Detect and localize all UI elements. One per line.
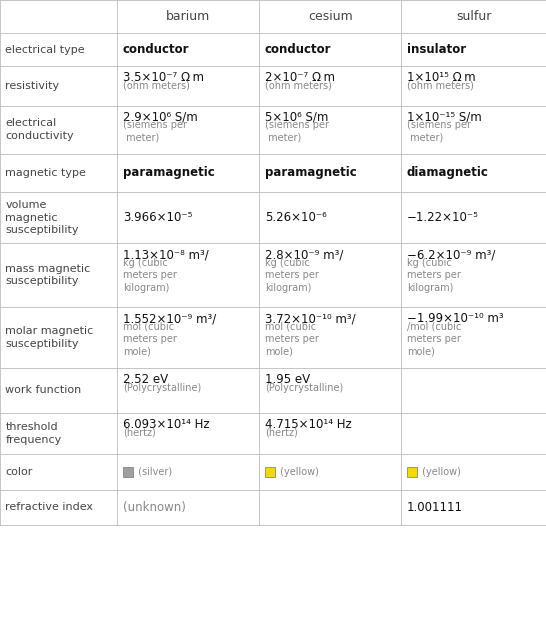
Text: −1.99×10⁻¹⁰ m³: −1.99×10⁻¹⁰ m³ (407, 312, 503, 325)
Text: magnetic type: magnetic type (5, 168, 86, 178)
Text: 2.9×10⁶ S/m: 2.9×10⁶ S/m (123, 111, 198, 124)
Text: (yellow): (yellow) (419, 467, 461, 477)
Text: (silver): (silver) (135, 467, 173, 477)
Text: 3.72×10⁻¹⁰ m³/: 3.72×10⁻¹⁰ m³/ (265, 312, 355, 325)
Text: kg (cubic
meters per
kilogram): kg (cubic meters per kilogram) (407, 258, 461, 292)
Text: conductor: conductor (123, 43, 189, 56)
Text: kg (cubic
meters per
kilogram): kg (cubic meters per kilogram) (265, 258, 319, 292)
Text: refractive index: refractive index (5, 502, 93, 512)
Text: 4.715×10¹⁴ Hz: 4.715×10¹⁴ Hz (265, 418, 352, 431)
Text: color: color (5, 467, 33, 477)
Bar (265, 467, 275, 477)
Text: mol (cubic
meters per
mole): mol (cubic meters per mole) (123, 322, 177, 356)
Text: work function: work function (5, 385, 82, 396)
Text: volume
magnetic
susceptibility: volume magnetic susceptibility (5, 200, 79, 235)
Text: (yellow): (yellow) (277, 467, 319, 477)
Text: electrical
conductivity: electrical conductivity (5, 118, 74, 141)
Text: −1.22×10⁻⁵: −1.22×10⁻⁵ (407, 211, 479, 224)
Text: (hertz): (hertz) (123, 428, 156, 437)
Text: 6.093×10¹⁴ Hz: 6.093×10¹⁴ Hz (123, 418, 210, 431)
Text: (hertz): (hertz) (265, 428, 298, 437)
Text: mol (cubic
meters per
mole): mol (cubic meters per mole) (265, 322, 319, 356)
Text: −6.2×10⁻⁹ m³/: −6.2×10⁻⁹ m³/ (407, 248, 495, 261)
Text: insulator: insulator (407, 43, 466, 56)
Bar (407, 467, 417, 477)
Text: 1.001111: 1.001111 (407, 500, 463, 514)
Text: (siemens per
 meter): (siemens per meter) (123, 120, 187, 143)
Text: 3.966×10⁻⁵: 3.966×10⁻⁵ (123, 211, 192, 224)
Text: 1.95 eV: 1.95 eV (265, 373, 310, 386)
Text: electrical type: electrical type (5, 45, 85, 54)
Text: diamagnetic: diamagnetic (407, 166, 489, 179)
Text: 5.26×10⁻⁶: 5.26×10⁻⁶ (265, 211, 327, 224)
Text: 2.8×10⁻⁹ m³/: 2.8×10⁻⁹ m³/ (265, 248, 343, 261)
Text: 1×10⁻¹⁵ S/m: 1×10⁻¹⁵ S/m (407, 111, 482, 124)
Text: resistivity: resistivity (5, 81, 60, 91)
Text: 1.552×10⁻⁹ m³/: 1.552×10⁻⁹ m³/ (123, 312, 216, 325)
Text: 1×10¹⁵ Ω m: 1×10¹⁵ Ω m (407, 71, 476, 84)
Text: barium: barium (166, 10, 211, 23)
Text: 2.52 eV: 2.52 eV (123, 373, 168, 386)
Text: 5×10⁶ S/m: 5×10⁶ S/m (265, 111, 328, 124)
Text: (ohm meters): (ohm meters) (407, 81, 473, 90)
Text: paramagnetic: paramagnetic (123, 166, 215, 179)
Text: paramagnetic: paramagnetic (265, 166, 357, 179)
Text: (ohm meters): (ohm meters) (265, 81, 331, 90)
Text: (ohm meters): (ohm meters) (123, 81, 189, 90)
Text: /mol (cubic
meters per
mole): /mol (cubic meters per mole) (407, 322, 461, 356)
Text: (unknown): (unknown) (123, 500, 186, 514)
Text: (siemens per
 meter): (siemens per meter) (265, 120, 329, 143)
Text: conductor: conductor (265, 43, 331, 56)
Text: (Polycrystalline): (Polycrystalline) (123, 383, 201, 392)
Text: molar magnetic
susceptibility: molar magnetic susceptibility (5, 326, 94, 349)
Text: mass magnetic
susceptibility: mass magnetic susceptibility (5, 264, 91, 286)
Text: cesium: cesium (308, 10, 353, 23)
Text: (siemens per
 meter): (siemens per meter) (407, 120, 471, 143)
Text: threshold
frequency: threshold frequency (5, 422, 62, 445)
Bar (123, 467, 133, 477)
Text: sulfur: sulfur (456, 10, 491, 23)
Text: 2×10⁻⁷ Ω m: 2×10⁻⁷ Ω m (265, 71, 335, 84)
Text: (Polycrystalline): (Polycrystalline) (265, 383, 343, 392)
Text: 1.13×10⁻⁸ m³/: 1.13×10⁻⁸ m³/ (123, 248, 209, 261)
Text: kg (cubic
meters per
kilogram): kg (cubic meters per kilogram) (123, 258, 177, 292)
Text: 3.5×10⁻⁷ Ω m: 3.5×10⁻⁷ Ω m (123, 71, 204, 84)
